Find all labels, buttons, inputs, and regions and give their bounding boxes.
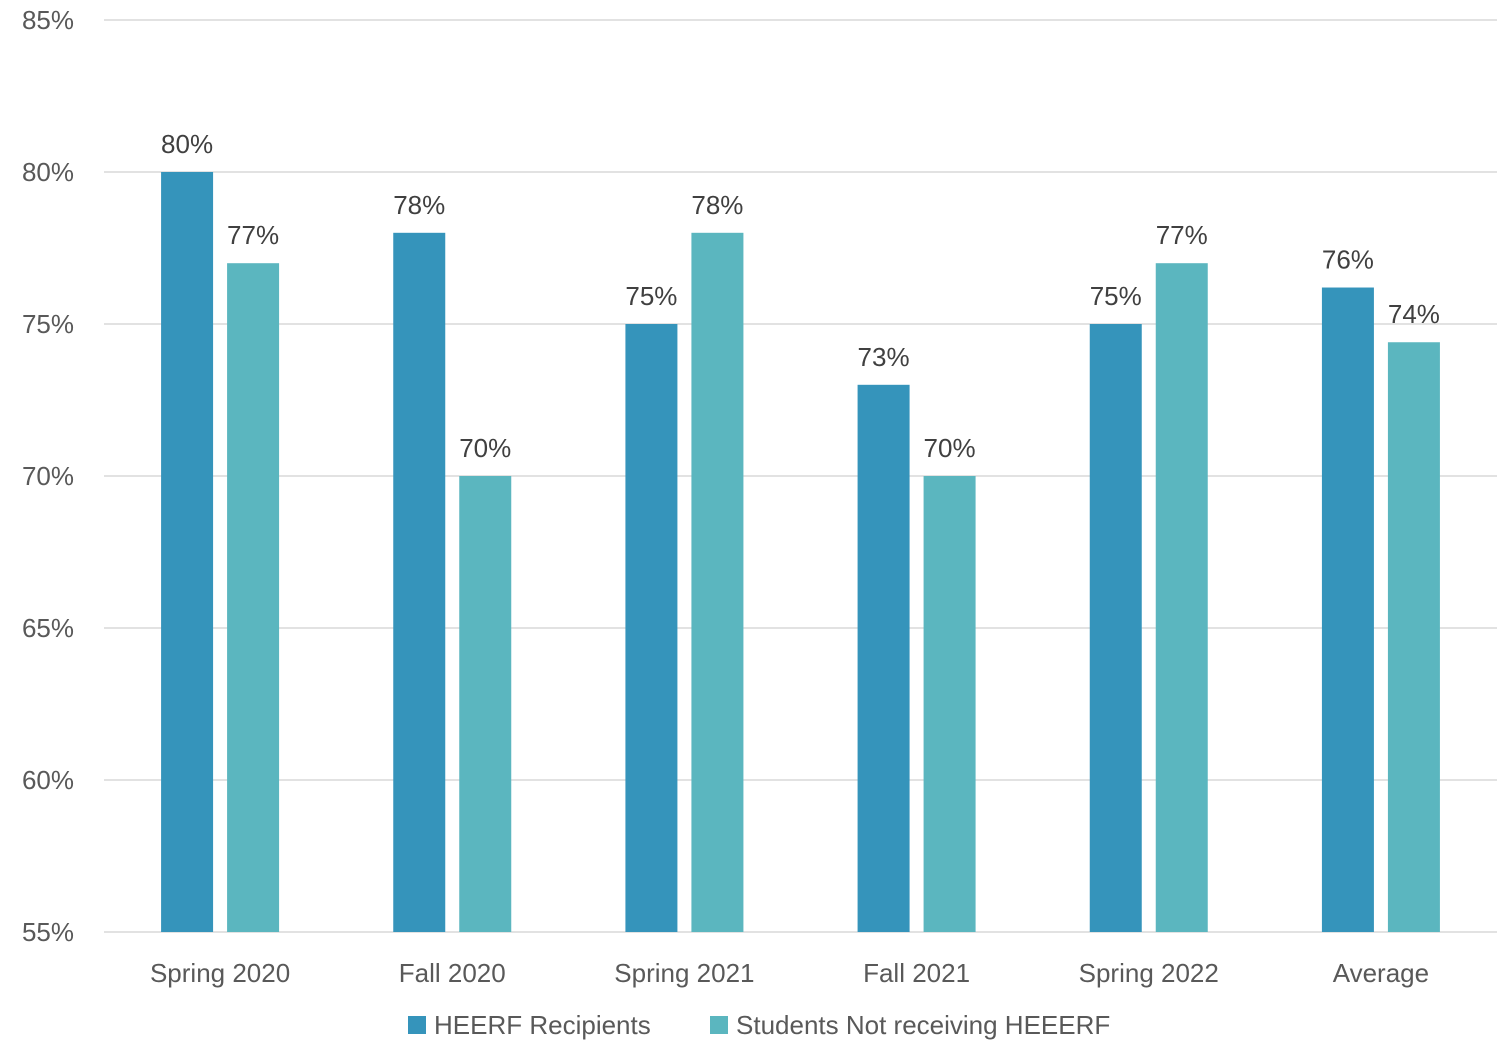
legend-swatch-0 xyxy=(408,1016,426,1034)
data-label: 78% xyxy=(393,190,445,220)
y-tick-label: 60% xyxy=(22,765,74,795)
bar-students-not-receiving-4 xyxy=(1155,263,1208,932)
data-label: 80% xyxy=(161,129,213,159)
data-label: 75% xyxy=(625,281,677,311)
bar-heerf-recipients-3 xyxy=(857,384,910,932)
bar-heerf-recipients-2 xyxy=(625,324,678,932)
y-tick-label: 85% xyxy=(22,5,74,35)
bar-heerf-recipients-4 xyxy=(1089,324,1142,932)
bar-students-not-receiving-1 xyxy=(459,476,512,932)
data-label: 73% xyxy=(858,342,910,372)
y-tick-label: 80% xyxy=(22,157,74,187)
bar-heerf-recipients-5 xyxy=(1321,287,1374,932)
y-tick-label: 65% xyxy=(22,613,74,643)
data-label: 70% xyxy=(924,433,976,463)
x-category-label: Fall 2020 xyxy=(399,958,506,988)
legend: HEERF Recipients Students Not receiving H… xyxy=(408,1010,1110,1040)
bar-students-not-receiving-2 xyxy=(691,232,744,933)
data-label: 77% xyxy=(1156,220,1208,250)
bar-heerf-recipients-0 xyxy=(161,172,214,932)
bar-heerf-recipients-1 xyxy=(393,232,446,933)
bar-students-not-receiving-0 xyxy=(227,263,280,932)
data-label: 75% xyxy=(1090,281,1142,311)
data-label: 76% xyxy=(1322,245,1374,275)
legend-label-0: HEERF Recipients xyxy=(434,1010,651,1040)
x-category-label: Average xyxy=(1333,958,1429,988)
data-label: 77% xyxy=(227,220,279,250)
y-tick-label: 70% xyxy=(22,461,74,491)
data-labels: 80% 77% 78% 70% 75% 78% 73% 70% 75% 77% 76% 74% xyxy=(161,129,1440,463)
x-category-label: Fall 2021 xyxy=(863,958,970,988)
gridlines xyxy=(104,19,1497,933)
bars xyxy=(161,172,1440,933)
legend-swatch-1 xyxy=(710,1016,728,1034)
x-category-label: Spring 2021 xyxy=(614,958,754,988)
bar-students-not-receiving-3 xyxy=(923,476,976,932)
x-category-label: Spring 2020 xyxy=(150,958,290,988)
data-label: 74% xyxy=(1388,299,1440,329)
data-label: 78% xyxy=(691,190,743,220)
x-category-label: Spring 2022 xyxy=(1079,958,1219,988)
data-label: 70% xyxy=(459,433,511,463)
y-axis-tick-labels: 55% 60% 65% 70% 75% 80% 85% xyxy=(22,5,74,947)
y-tick-label: 55% xyxy=(22,917,74,947)
y-tick-label: 75% xyxy=(22,309,74,339)
legend-label-1: Students Not receiving HEEERF xyxy=(736,1010,1110,1040)
bar-students-not-receiving-5 xyxy=(1387,342,1440,932)
x-axis-category-labels: Spring 2020 Fall 2020 Spring 2021 Fall 2021… xyxy=(150,958,1429,988)
